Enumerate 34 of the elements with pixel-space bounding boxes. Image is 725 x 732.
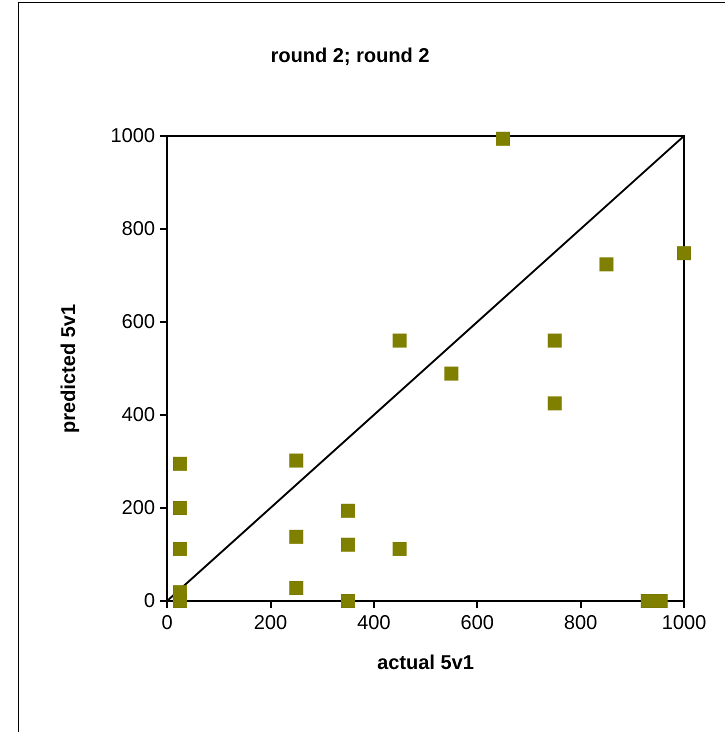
point: [548, 334, 562, 348]
point: [444, 366, 458, 381]
point: [172, 456, 187, 471]
x-tick-label: 600: [460, 612, 494, 634]
point: [172, 542, 187, 556]
point: [340, 538, 355, 552]
point: [340, 504, 355, 518]
point: [289, 530, 304, 544]
x-tick-label: 200: [254, 612, 288, 634]
y-tick-label: 600: [122, 311, 155, 333]
x-axis-title: actual 5v1: [377, 652, 474, 674]
x-tick-label: 400: [357, 612, 390, 634]
point: [677, 246, 691, 260]
point: [392, 334, 407, 348]
point: [599, 257, 614, 272]
point: [172, 594, 187, 608]
point: [340, 594, 355, 608]
y-tick-label: 200: [122, 497, 155, 519]
y-axis-title: predicted 5v1: [58, 304, 80, 433]
point: [289, 580, 304, 595]
y-tick-label: 800: [122, 218, 155, 240]
point: [654, 594, 668, 608]
point: [289, 454, 304, 468]
x-tick-label: 800: [564, 612, 598, 634]
x-tick-label: 0: [161, 612, 173, 634]
point: [496, 132, 510, 146]
y-tick-label: 1000: [110, 125, 155, 147]
y-tick-label: 0: [144, 590, 155, 612]
point: [172, 501, 187, 515]
point: [392, 542, 407, 556]
chart-title: round 2; round 2: [270, 45, 430, 67]
point: [548, 396, 562, 410]
y-tick-label: 400: [122, 404, 155, 426]
x-tick-label: 1000: [662, 612, 706, 634]
